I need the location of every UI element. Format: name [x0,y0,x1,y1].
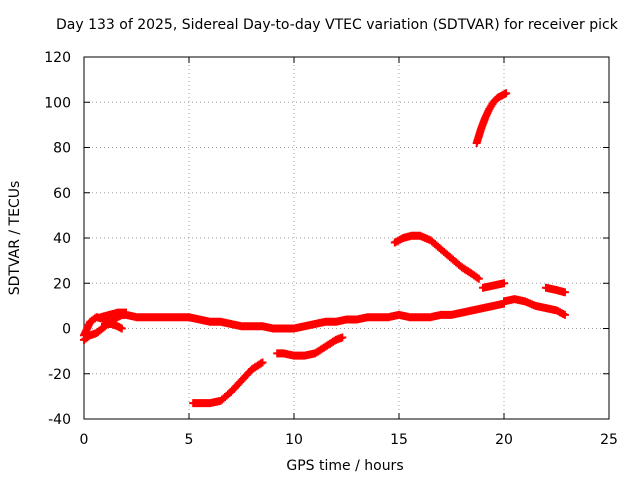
data-point [560,288,569,297]
series-late-high [542,283,569,297]
series-early-dip [101,319,126,333]
y-tick-label: 20 [53,276,71,292]
data-point [122,308,130,317]
series-short-flat [479,279,508,292]
data-series [80,89,569,408]
series-hump [390,231,483,283]
data-point [502,89,511,98]
y-tick-label: 40 [53,231,71,247]
series-deep-dip [189,358,267,408]
x-axis-title: GPS time / hours [286,458,403,474]
data-point [500,279,508,288]
y-axis-title: SDTVAR / TECUs [7,181,23,296]
y-tick-label: 80 [53,141,71,157]
chart-title: Day 133 of 2025, Sidereal Day-to-day VTE… [56,17,618,33]
x-tick-label: 15 [390,432,408,448]
series-early-upper [96,308,130,322]
series-main-band [80,299,508,340]
y-tick-label: 60 [53,186,71,202]
data-point [560,310,569,319]
data-point [117,324,126,333]
series-mid-dip [273,333,347,360]
axes [83,56,610,420]
data-point [473,273,482,282]
x-tick-label: 5 [185,432,194,448]
y-tick-label: 0 [62,322,71,338]
x-tick-label: 20 [495,432,513,448]
series-steep-rise [472,89,511,147]
data-point [338,333,347,342]
y-tick-label: -40 [48,412,71,428]
data-point [258,358,267,367]
y-tick-label: -20 [48,367,71,383]
plot-border [83,56,610,420]
x-tick-label: 25 [600,432,618,448]
y-tick-label: 100 [44,95,71,111]
data-point [474,274,483,283]
series-late-tail [500,295,569,319]
grid-lines [84,57,609,419]
y-tick-label: 120 [44,50,71,66]
tick-labels: 0 5 10 15 20 25 -40 -20 0 20 40 60 80 100 120 [44,50,618,448]
x-tick-label: 10 [285,432,303,448]
x-tick-label: 0 [80,432,89,448]
